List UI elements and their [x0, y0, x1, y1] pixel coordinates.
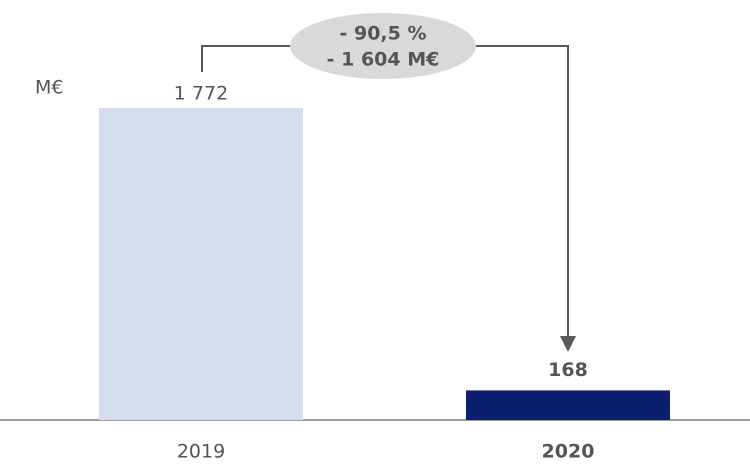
annotation: - 1 604 M€	[327, 49, 440, 71]
bar	[466, 390, 670, 420]
value-label: 1 772	[174, 83, 228, 105]
x-tick-label: 2020	[542, 441, 595, 463]
arrowhead	[560, 336, 576, 352]
value-label: 168	[548, 359, 588, 381]
annotation: - 90,5 %	[339, 23, 426, 45]
x-tick-label: 2019	[177, 441, 225, 463]
connector	[201, 45, 300, 72]
connector	[470, 45, 569, 340]
bar	[99, 108, 303, 420]
annotation-bubble	[290, 13, 476, 79]
unit-label: M€	[35, 77, 63, 99]
